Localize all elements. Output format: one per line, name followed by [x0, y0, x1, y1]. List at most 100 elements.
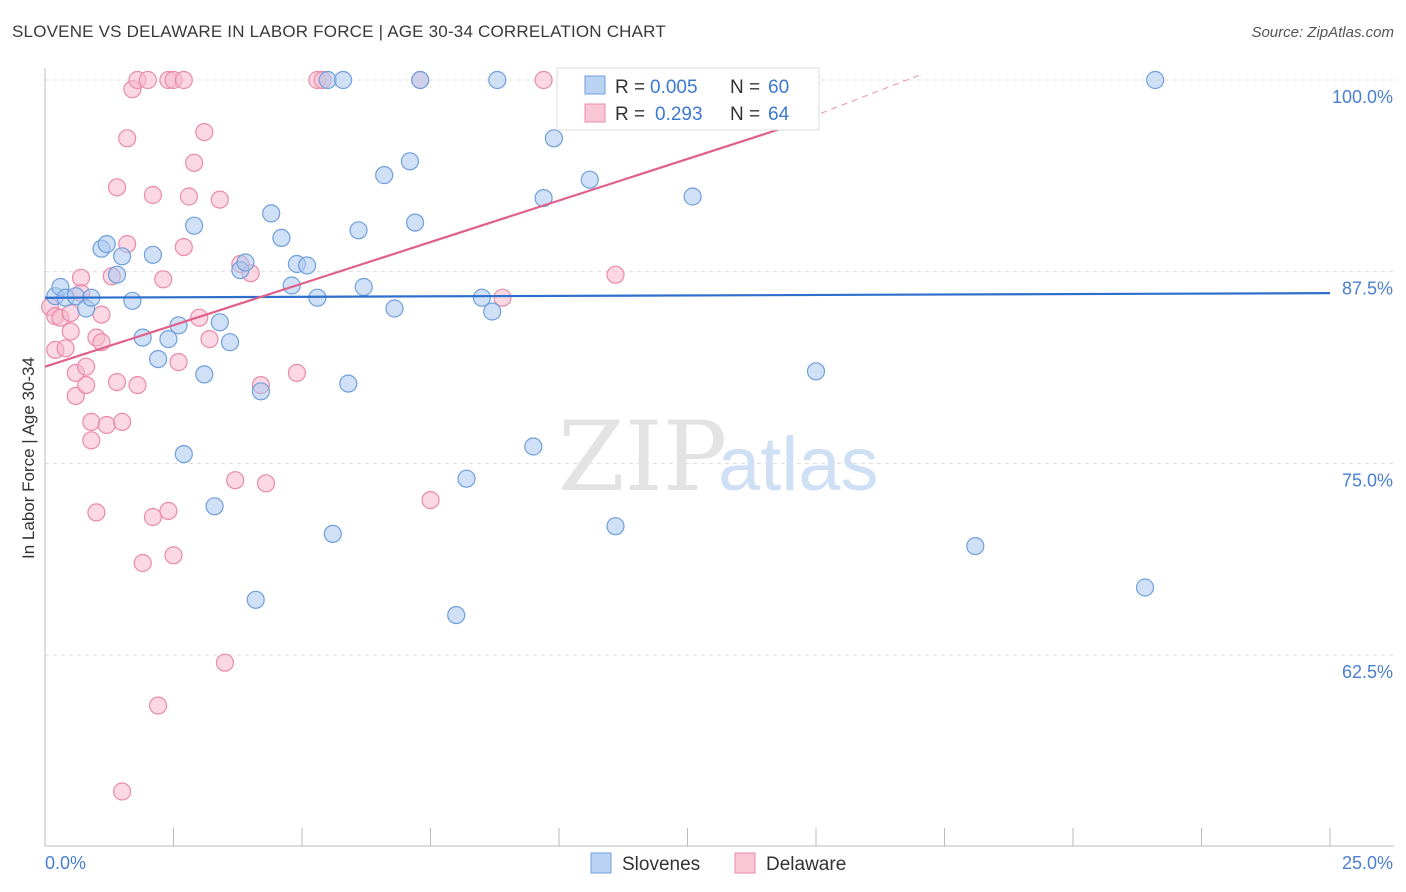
slovene-trend-line: [44, 292, 1331, 299]
delaware-point: [133, 553, 152, 573]
delaware-point: [154, 270, 173, 289]
slovene-point: [149, 350, 168, 369]
slovene-point: [544, 129, 564, 148]
slovene-point: [1146, 70, 1165, 90]
delaware-point: [143, 185, 162, 205]
slovene-point: [282, 276, 301, 295]
legend-r-label: R =: [615, 77, 645, 98]
slovene-point: [354, 277, 373, 297]
slovene-point: [246, 590, 265, 609]
slovene-point: [143, 245, 162, 264]
delaware-point: [493, 288, 512, 307]
slovene-point: [251, 382, 270, 401]
delaware-point: [164, 546, 183, 565]
delaware-point: [92, 305, 111, 324]
bottom-legend-swatch-slovenes: [590, 852, 612, 874]
delaware-trend-line: [44, 128, 781, 368]
y-axis-title: In Labor Force | Age 30-34: [19, 357, 38, 559]
slovene-point: [323, 524, 342, 544]
delaware-point: [56, 339, 75, 358]
stats-legend: R = 0.005 N = 60 R = 0.293 N = 64: [556, 67, 820, 131]
slovene-point: [236, 253, 255, 272]
slovene-point: [97, 235, 116, 254]
bottom-legend-label-slovenes: Slovenes: [622, 854, 700, 875]
legend-r-label: R =: [615, 104, 645, 125]
y-tick-label: 100.0%: [1332, 87, 1393, 107]
slovene-point: [210, 313, 229, 332]
delaware-point: [143, 507, 162, 527]
delaware-point: [128, 376, 147, 395]
slovene-point: [349, 221, 368, 240]
delaware-point: [138, 70, 157, 90]
gridlines: [45, 79, 1394, 656]
bottom-legend-swatch-delaware: [734, 852, 756, 874]
delaware-point: [149, 696, 168, 715]
slovene-point: [174, 445, 193, 464]
delaware-point: [215, 653, 234, 672]
watermark-atlas: atlas: [718, 422, 879, 507]
delaware-point: [118, 129, 137, 148]
slovene-point: [220, 333, 240, 352]
slovene-point: [262, 204, 281, 223]
delaware-point: [82, 431, 101, 450]
slovene-point: [385, 299, 404, 318]
slovene-points: [46, 70, 1165, 625]
delaware-point: [195, 123, 214, 142]
delaware-point: [87, 503, 106, 522]
slovene-point: [272, 228, 291, 247]
legend-r-value: 0.293: [655, 104, 703, 125]
delaware-point: [179, 187, 198, 206]
delaware-point: [256, 474, 276, 493]
slovene-point: [580, 170, 599, 189]
axes: [44, 68, 1394, 847]
legend-n-value: 64: [768, 104, 790, 125]
delaware-point: [226, 471, 245, 490]
delaware-point: [210, 190, 229, 209]
delaware-point: [534, 70, 553, 90]
chart-title: SLOVENE VS DELAWARE IN LABOR FORCE | AGE…: [12, 22, 666, 41]
delaware-point: [112, 782, 132, 801]
slovene-point: [447, 605, 466, 625]
watermark-zip: ZIP: [558, 401, 727, 513]
delaware-point: [421, 491, 440, 510]
slovene-point: [123, 291, 142, 310]
delaware-point: [169, 353, 188, 372]
legend-n-label: N =: [730, 77, 760, 98]
slovene-point: [107, 265, 127, 284]
delaware-point: [76, 357, 96, 376]
slovene-point: [298, 256, 317, 275]
slovene-point: [334, 70, 353, 90]
delaware-point: [159, 501, 178, 520]
slovene-point: [375, 166, 394, 185]
slovene-point: [112, 247, 132, 266]
slovene-point: [318, 70, 337, 90]
legend-n-label: N =: [730, 104, 760, 125]
bottom-legend-label-delaware: Delaware: [766, 854, 846, 875]
slovene-point: [195, 365, 214, 384]
legend-swatch-slovenes: [584, 75, 606, 95]
legend-swatch-delaware: [584, 103, 606, 123]
delaware-point: [61, 304, 80, 323]
slovene-point: [159, 330, 178, 349]
slovene-point: [406, 213, 425, 232]
x-tick-label: 25.0%: [1342, 853, 1393, 873]
delaware-point: [174, 70, 193, 90]
slovene-point: [488, 70, 507, 90]
delaware-point: [174, 238, 193, 257]
delaware-point: [97, 415, 116, 435]
series-legend: Slovenes Delaware: [590, 852, 846, 875]
slovene-point: [411, 70, 430, 90]
delaware-point: [107, 178, 127, 197]
slovene-point: [606, 517, 625, 536]
delaware-point: [82, 412, 101, 431]
y-tick-label: 62.5%: [1342, 662, 1393, 682]
legend-n-value: 60: [768, 77, 789, 98]
slovene-point: [1135, 578, 1155, 597]
y-tick-label: 87.5%: [1342, 279, 1393, 299]
slovene-point: [483, 302, 502, 321]
legend-r-value: 0.005: [650, 77, 698, 98]
slovene-point: [966, 536, 985, 556]
slovene-point: [472, 288, 491, 307]
slovene-point: [457, 469, 476, 488]
delaware-point: [112, 412, 132, 431]
